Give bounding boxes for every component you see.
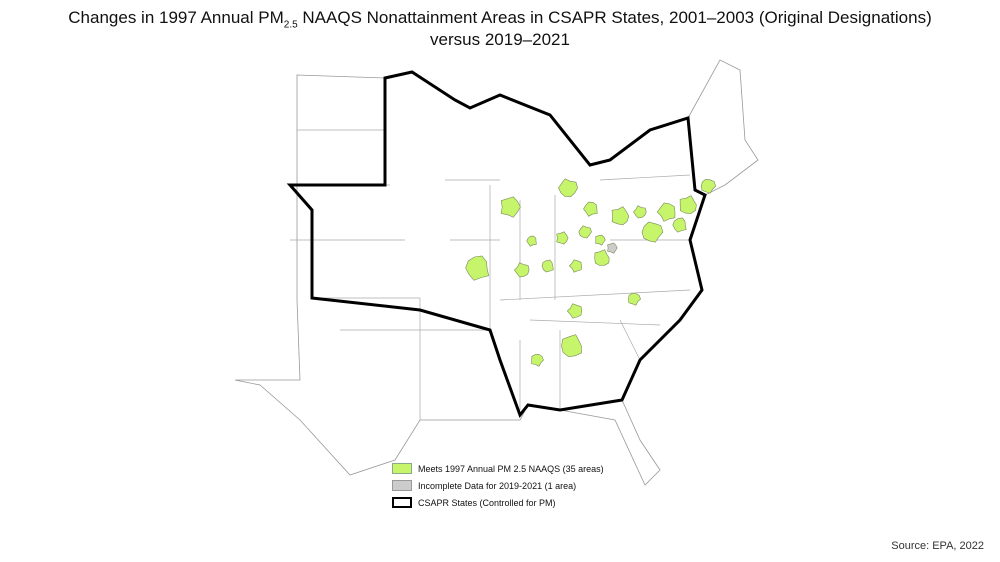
title-text: Changes in 1997 Annual PM xyxy=(68,8,284,27)
source: Source: EPA, 2022 xyxy=(891,540,984,552)
area xyxy=(611,206,630,226)
title-line2: versus 2019–2021 xyxy=(430,30,570,49)
legend-swatch xyxy=(392,497,412,508)
area xyxy=(679,195,697,214)
area xyxy=(594,249,610,266)
area xyxy=(531,353,544,367)
legend-item: Meets 1997 Annual PM 2.5 NAAQS (35 areas… xyxy=(392,460,604,477)
legend-item: Incomplete Data for 2019-2021 (1 area) xyxy=(392,477,604,494)
area xyxy=(656,202,676,222)
nonattainment-areas xyxy=(465,178,717,367)
legend: Meets 1997 Annual PM 2.5 NAAQS (35 areas… xyxy=(392,460,604,511)
title-subscript: 2.5 xyxy=(283,19,298,31)
legend-item: CSAPR States (Controlled for PM) xyxy=(392,494,604,511)
area xyxy=(628,292,641,306)
area xyxy=(566,303,583,319)
area xyxy=(561,334,582,358)
legend-label: Incomplete Data for 2019-2021 (1 area) xyxy=(418,480,577,491)
area xyxy=(595,234,606,246)
area xyxy=(633,205,647,219)
area xyxy=(500,196,521,218)
title-line1: Changes in 1997 Annual PM2.5 NAAQS Nonat… xyxy=(0,8,1000,30)
area xyxy=(568,259,582,273)
legend-label: CSAPR States (Controlled for PM) xyxy=(418,497,556,508)
area xyxy=(700,178,717,194)
area xyxy=(583,201,598,217)
area xyxy=(578,225,592,239)
csapr-boundary xyxy=(286,70,707,419)
area xyxy=(558,178,578,198)
legend-swatch xyxy=(392,463,412,474)
area xyxy=(465,255,490,281)
area xyxy=(541,259,554,273)
area xyxy=(526,235,537,247)
area xyxy=(607,242,618,254)
legend-swatch xyxy=(392,480,412,491)
title-text: NAAQS Nonattainment Areas in CSAPR State… xyxy=(297,8,932,27)
area xyxy=(556,231,569,245)
area xyxy=(672,217,687,233)
legend-label: Meets 1997 Annual PM 2.5 NAAQS (35 areas… xyxy=(418,463,604,474)
area xyxy=(514,262,530,278)
area xyxy=(641,221,664,243)
